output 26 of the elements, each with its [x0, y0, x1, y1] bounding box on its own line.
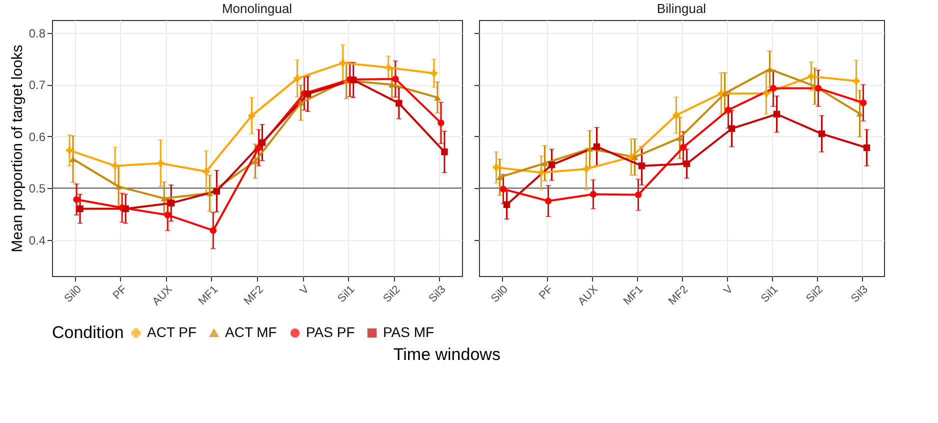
y-tick-label: 0.4	[28, 233, 46, 248]
chart-title: Bilingual	[656, 1, 706, 16]
legend-label: ACT MF	[225, 324, 277, 340]
y-tick-label: 0.7	[28, 78, 46, 92]
x-tick-label: V	[722, 283, 736, 298]
x-tick-label: PF	[110, 283, 130, 302]
x-tick-label: V	[298, 283, 312, 298]
x-tick-label: Sil3	[426, 284, 448, 305]
y-tick-label: 0.6	[28, 130, 46, 144]
legend-label: ACT PF	[147, 324, 197, 340]
chart-title: Monolingual	[222, 1, 292, 16]
x-tick-label: Sil1	[759, 284, 780, 305]
x-tick-label: Sil2	[381, 284, 403, 305]
x-tick-label: Sil2	[804, 284, 826, 305]
x-axis-title: Time windows	[393, 345, 500, 364]
y-tick-label: 0.8	[28, 26, 46, 40]
x-tick-label: Sil0	[62, 284, 84, 305]
y-tick-label: 0.5	[28, 182, 46, 196]
legend-label: PAS MF	[383, 324, 434, 340]
legend-label: PAS PF	[306, 324, 355, 340]
y-axis-title: Mean proportion of target looks	[8, 44, 26, 252]
x-tick-label: Sil3	[849, 284, 870, 305]
x-tick-label: PF	[537, 283, 556, 302]
x-tick-label: Sil1	[336, 284, 358, 305]
x-tick-label: Sil0	[489, 284, 510, 305]
legend-title: Condition	[52, 323, 124, 342]
